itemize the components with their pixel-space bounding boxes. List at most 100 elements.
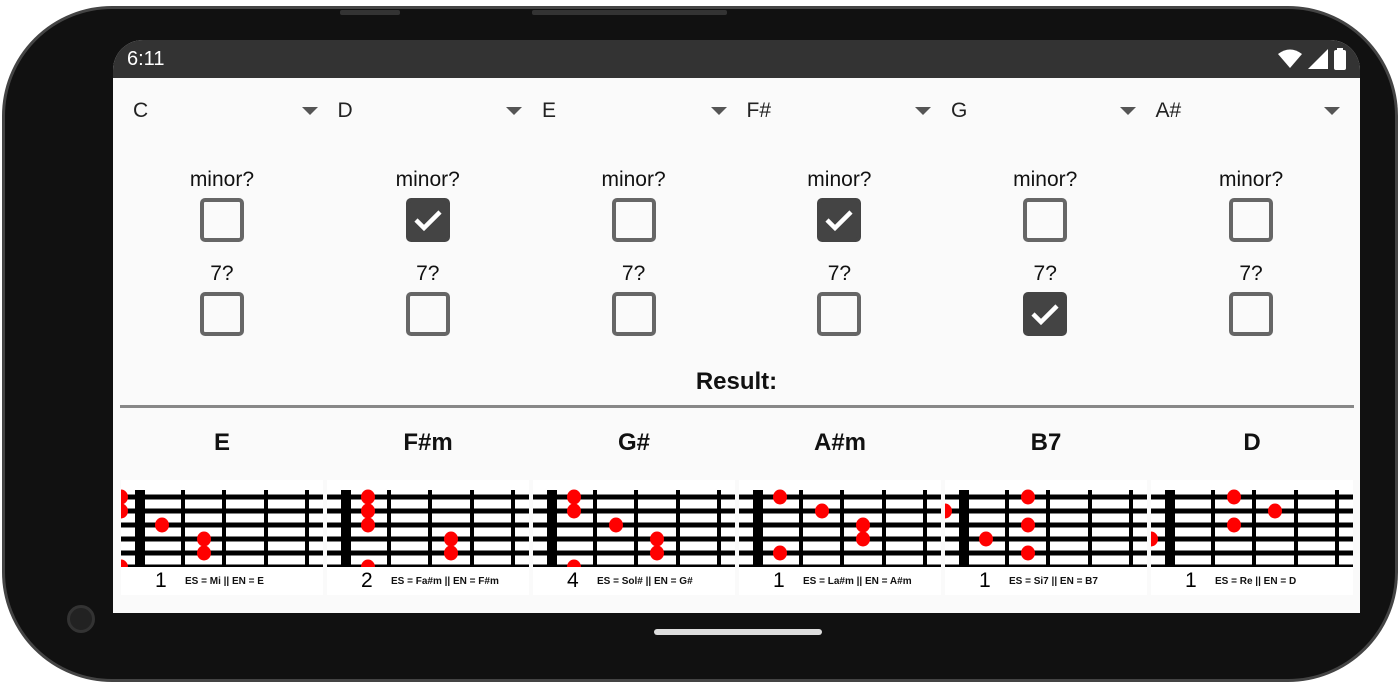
finger-dot [121,489,128,505]
seventh-checkbox[interactable] [405,292,450,336]
checkmark-icon [414,210,442,232]
seventh-label: 7? [1239,262,1263,285]
finger-dot [773,545,787,561]
seventh-checkbox[interactable] [1023,292,1068,336]
finger-dot [567,489,581,505]
finger-dot [856,531,870,547]
finger-dot [567,503,581,519]
fret-line [1088,490,1092,573]
minor-label: minor? [1218,168,1284,191]
note-spinner[interactable]: G [941,96,1146,126]
nut [341,490,351,573]
chord-name: F#m [403,429,453,456]
finger-dot [650,531,664,547]
note-spinner[interactable]: E [532,96,737,126]
chord-position: 1 [1185,569,1197,592]
fret-line [387,490,391,573]
seventh-checkbox[interactable] [817,292,862,336]
finger-dot [979,531,993,547]
seventh-label: 7? [416,262,440,285]
status-time: 6:11 [127,47,165,70]
chord-position: 1 [773,569,785,592]
chord-translation: ES = Mi || EN = E [185,575,264,587]
finger-dot [361,517,375,533]
spinner-value: G [951,99,968,122]
minor-checkbox[interactable] [405,198,450,242]
fret-line [882,490,886,573]
dropdown-arrow-icon [506,107,522,115]
minor-checkbox[interactable] [1229,198,1274,242]
finger-dot [1021,545,1035,561]
chord-translation: ES = Sol# || EN = G# [597,575,693,587]
chord-position: 1 [979,569,991,592]
nut [1165,490,1175,573]
camera-icon [67,605,95,633]
dropdown-arrow-icon [710,107,727,115]
chord-translation: ES = Re || EN = D [1215,575,1297,587]
nut [959,490,969,573]
finger-dot [444,545,458,561]
seventh-checkbox[interactable] [611,292,656,336]
finger-dot [609,517,623,533]
fret-line [717,490,721,573]
fret-line [264,490,268,573]
seventh-label: 7? [827,262,852,285]
volume-button [532,10,727,15]
finger-dot [773,489,787,505]
fret-line [923,490,927,573]
fret-line [1129,490,1133,573]
fret-line [428,490,432,573]
chord-translation: ES = La#m || EN = A#m [803,575,912,587]
app-screen: 6:11 C D E F# G A# minor? minor? minor? minor? mi… [113,40,1360,613]
fret-line [1211,490,1215,573]
fret-line [1294,490,1298,573]
fret-line [470,490,474,573]
chord-result: F#m 2 ES = Fa#m || EN = F#m [327,428,529,595]
dropdown-arrow-icon [1324,107,1340,115]
fret-line [799,490,803,573]
note-spinner[interactable]: A# [1146,96,1351,126]
home-bar[interactable] [654,629,822,635]
finger-dot [1227,489,1241,505]
nut [753,490,763,573]
seventh-checkbox[interactable] [199,292,244,336]
note-spinner[interactable]: D [328,96,533,126]
chord-translation: ES = Fa#m || EN = F#m [391,575,499,587]
minor-label: minor? [1013,168,1078,191]
dropdown-arrow-icon [301,107,318,115]
minor-checkbox[interactable] [199,198,244,242]
minor-checkbox[interactable] [1023,198,1068,242]
fret-line [1005,490,1009,573]
dropdown-arrow-icon [1119,107,1136,115]
seventh-checkbox[interactable] [1229,292,1274,336]
chord-result: D 1 ES = Re || EN = D [1151,428,1353,595]
finger-dot [197,545,211,561]
checkmark-icon [1031,304,1059,326]
spinner-value: F# [746,99,772,122]
finger-dot [1021,517,1035,533]
minor-checkbox[interactable] [611,198,656,242]
fret-line [222,490,226,573]
chord-result: G# 4 ES = Sol# || EN = G# [533,428,735,595]
spinner-value: C [133,99,149,122]
finger-dot [197,531,211,547]
dropdown-arrow-icon [915,107,931,115]
fret-line [181,490,185,573]
note-spinner[interactable]: C [123,96,328,126]
note-spinner[interactable]: F# [737,96,942,126]
finger-dot [856,517,870,533]
finger-dot [361,503,375,519]
chord-result: B7 1 ES = Si7 || EN = B7 [945,428,1147,595]
seventh-label: 7? [1033,262,1057,285]
fret-line [1252,490,1256,573]
finger-dot [444,531,458,547]
finger-dot [650,545,664,561]
spinner-value: E [542,99,557,122]
minor-checkbox[interactable] [817,198,862,242]
chord-name: G# [617,429,650,456]
minor-label: minor? [395,168,460,191]
finger-dot [1021,489,1035,505]
seventh-label: 7? [210,262,234,285]
minor-label: minor? [601,168,666,191]
fret-line [593,490,597,573]
